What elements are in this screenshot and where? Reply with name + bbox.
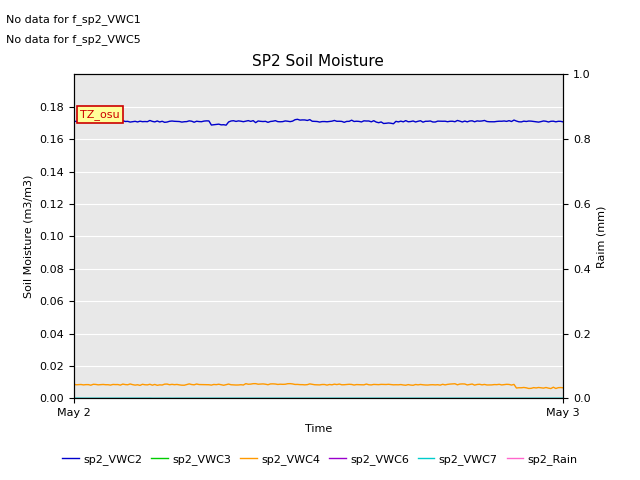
sp2_VWC2 xyxy=(559,119,567,125)
sp2_VWC7 xyxy=(161,396,168,401)
X-axis label: Time: Time xyxy=(305,424,332,433)
Title: SP2 Soil Moisture: SP2 Soil Moisture xyxy=(252,54,385,69)
Line: sp2_VWC4: sp2_VWC4 xyxy=(74,384,563,388)
sp2_VWC4 xyxy=(70,381,77,387)
sp2_VWC2 xyxy=(70,118,77,124)
Text: No data for f_sp2_VWC1: No data for f_sp2_VWC1 xyxy=(6,14,141,25)
sp2_VWC2 xyxy=(222,122,230,128)
sp2_VWC7 xyxy=(90,396,97,401)
sp2_VWC2 xyxy=(294,117,301,122)
Y-axis label: Soil Moisture (m3/m3): Soil Moisture (m3/m3) xyxy=(24,175,33,298)
Y-axis label: Raim (mm): Raim (mm) xyxy=(596,205,606,267)
sp2_VWC4 xyxy=(200,382,208,387)
sp2_VWC7 xyxy=(200,396,208,401)
Text: No data for f_sp2_VWC5: No data for f_sp2_VWC5 xyxy=(6,34,141,45)
sp2_VWC4 xyxy=(286,381,294,386)
Line: sp2_VWC2: sp2_VWC2 xyxy=(74,120,563,125)
sp2_VWC4 xyxy=(559,385,567,391)
sp2_VWC7 xyxy=(473,395,481,401)
sp2_VWC4 xyxy=(547,385,555,391)
sp2_VWC7 xyxy=(70,396,77,401)
sp2_VWC2 xyxy=(161,120,168,125)
sp2_VWC2 xyxy=(99,119,107,124)
sp2_VWC2 xyxy=(540,118,547,124)
sp2_VWC4 xyxy=(90,382,97,387)
sp2_VWC7 xyxy=(559,396,567,401)
sp2_VWC4 xyxy=(99,382,107,387)
sp2_VWC7 xyxy=(540,396,547,401)
sp2_VWC7 xyxy=(522,396,530,401)
sp2_VWC7 xyxy=(286,396,294,401)
Text: TZ_osu: TZ_osu xyxy=(81,109,120,120)
Legend: sp2_VWC2, sp2_VWC3, sp2_VWC4, sp2_VWC6, sp2_VWC7, sp2_Rain: sp2_VWC2, sp2_VWC3, sp2_VWC4, sp2_VWC6, … xyxy=(58,450,582,469)
sp2_VWC4 xyxy=(537,385,545,391)
sp2_VWC4 xyxy=(161,381,168,387)
sp2_VWC7 xyxy=(99,396,107,401)
sp2_VWC2 xyxy=(200,118,208,124)
sp2_VWC2 xyxy=(90,119,97,124)
sp2_VWC2 xyxy=(522,119,530,124)
sp2_VWC4 xyxy=(520,384,527,390)
